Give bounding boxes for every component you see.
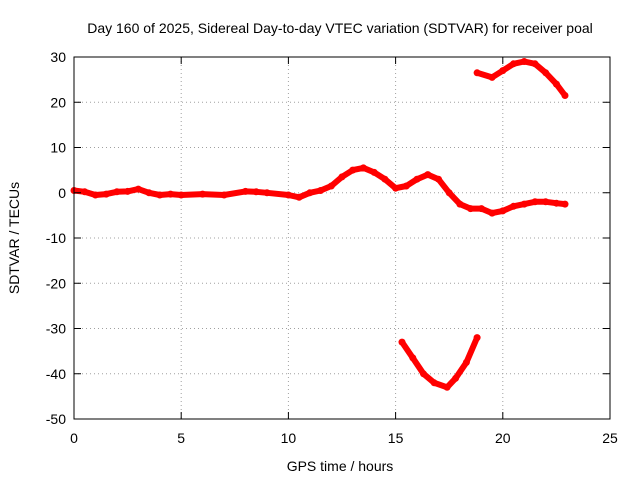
data-point bbox=[199, 190, 207, 198]
y-tick-label: -30 bbox=[46, 321, 66, 337]
x-tick-label: 5 bbox=[177, 430, 185, 446]
x-axis-label: GPS time / hours bbox=[287, 458, 394, 474]
data-point bbox=[520, 58, 528, 65]
data-point bbox=[561, 200, 569, 208]
data-point bbox=[456, 200, 464, 208]
y-tick-label: 10 bbox=[50, 140, 66, 156]
data-point bbox=[398, 338, 406, 346]
data-point bbox=[263, 189, 271, 197]
y-tick-label: -20 bbox=[46, 275, 66, 291]
data-point bbox=[381, 175, 389, 183]
data-point bbox=[424, 171, 432, 179]
data-point bbox=[467, 205, 475, 213]
data-point bbox=[113, 188, 121, 196]
data-point bbox=[409, 354, 417, 362]
x-tick-label: 25 bbox=[602, 430, 618, 446]
y-tick-label: 20 bbox=[50, 94, 66, 110]
data-point bbox=[473, 334, 481, 342]
data-point bbox=[306, 189, 314, 197]
data-point bbox=[443, 383, 451, 391]
data-point bbox=[473, 69, 481, 77]
y-tick-label: -40 bbox=[46, 366, 66, 382]
data-point bbox=[430, 379, 438, 387]
data-point bbox=[531, 198, 539, 206]
data-point bbox=[317, 187, 325, 194]
data-point bbox=[552, 80, 560, 88]
data-point bbox=[124, 187, 132, 195]
data-point bbox=[392, 184, 400, 192]
data-point bbox=[552, 199, 560, 207]
data-point bbox=[561, 92, 569, 99]
data-point bbox=[499, 67, 507, 75]
data-point bbox=[145, 189, 153, 197]
data-point bbox=[284, 191, 292, 199]
data-point bbox=[242, 187, 249, 195]
x-tick-label: 15 bbox=[388, 430, 404, 446]
data-point bbox=[167, 190, 174, 198]
chart-title: Day 160 of 2025, Sidereal Day-to-day VTE… bbox=[87, 20, 593, 36]
x-tick-label: 10 bbox=[281, 430, 297, 446]
data-point bbox=[177, 191, 185, 199]
data-point bbox=[520, 200, 528, 208]
data-point bbox=[462, 358, 470, 366]
data-point bbox=[435, 175, 442, 183]
data-point bbox=[402, 182, 410, 190]
data-point bbox=[134, 185, 142, 193]
data-point bbox=[445, 189, 453, 197]
y-tick-label: 30 bbox=[50, 49, 66, 65]
x-tick-label: 0 bbox=[70, 430, 78, 446]
data-point bbox=[499, 207, 507, 215]
data-point bbox=[156, 191, 164, 199]
y-tick-label: -10 bbox=[46, 230, 66, 246]
y-axis-label: SDTVAR / TECUs bbox=[6, 182, 22, 294]
data-point bbox=[338, 173, 346, 181]
data-point bbox=[488, 73, 496, 81]
data-point bbox=[542, 69, 550, 77]
data-point bbox=[488, 209, 496, 217]
data-point bbox=[510, 60, 517, 68]
x-tick-label: 20 bbox=[495, 430, 511, 446]
data-point bbox=[81, 188, 89, 196]
data-point bbox=[327, 182, 335, 190]
data-point bbox=[370, 168, 378, 176]
series-layer bbox=[70, 58, 569, 391]
y-tick-label: 0 bbox=[58, 185, 66, 201]
data-point bbox=[542, 198, 550, 206]
data-point bbox=[477, 205, 485, 213]
data-point bbox=[413, 175, 421, 183]
y-tick-label: -50 bbox=[46, 411, 66, 427]
data-point bbox=[420, 370, 427, 378]
axis-ticks: 0 5 10 15 20 25 -50 -40 -30 -20 -10 0 10 20 30 bbox=[46, 49, 618, 446]
data-point bbox=[531, 60, 539, 68]
data-point bbox=[252, 188, 260, 196]
data-point bbox=[359, 164, 367, 172]
data-point bbox=[510, 202, 517, 210]
grid-lines bbox=[74, 57, 610, 419]
data-point bbox=[349, 166, 357, 174]
data-point bbox=[91, 191, 99, 199]
data-point bbox=[220, 191, 228, 199]
data-point bbox=[102, 190, 110, 198]
data-point bbox=[295, 193, 303, 201]
data-point bbox=[452, 374, 460, 382]
